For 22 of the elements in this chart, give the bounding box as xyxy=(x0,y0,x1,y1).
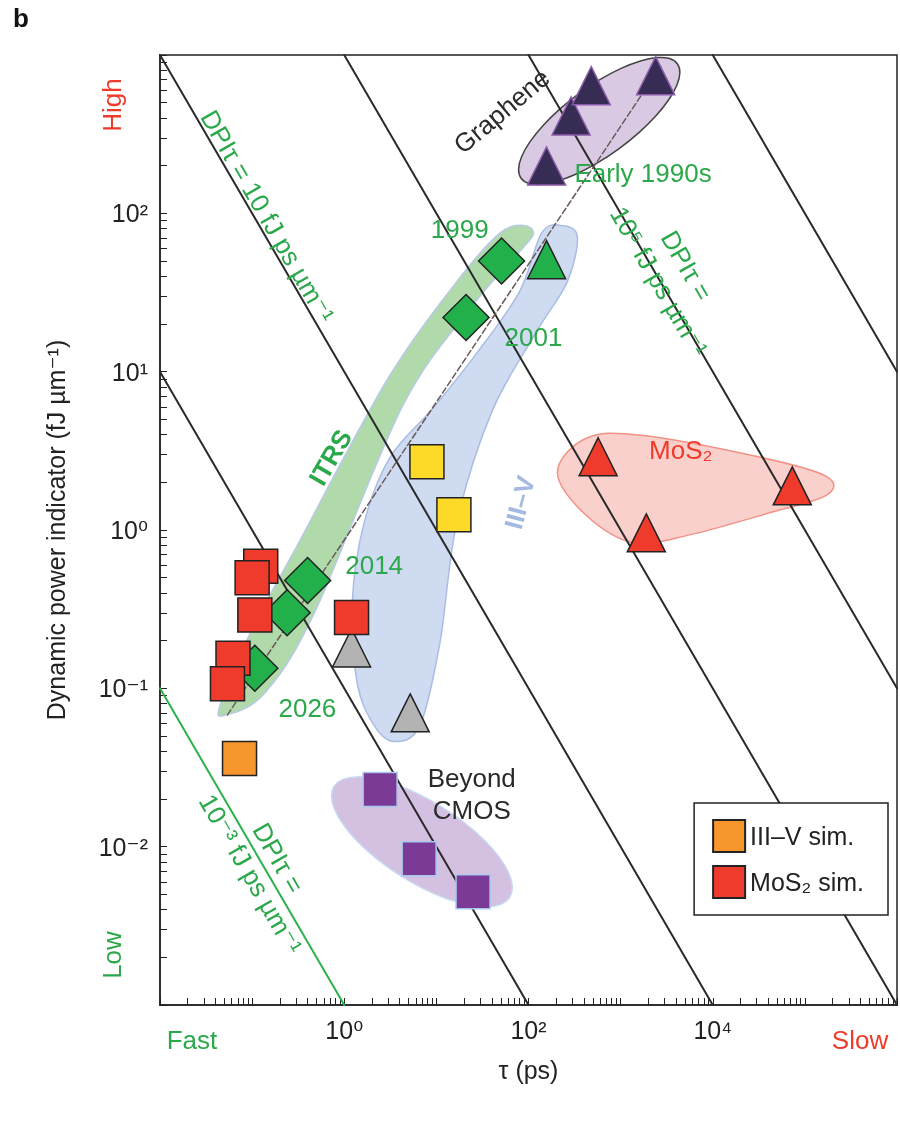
text: Fast xyxy=(166,1025,219,1055)
y-tick-label: 10⁻¹ xyxy=(98,674,148,703)
chart-title: b xyxy=(13,3,29,33)
text: Low xyxy=(97,930,127,979)
legend-label: MoS₂ sim. xyxy=(750,868,865,896)
x-tick-label: 10⁴ xyxy=(693,1015,733,1044)
annotation: 2014 xyxy=(345,549,404,580)
annotation: III–V xyxy=(498,472,542,533)
text: High xyxy=(97,78,127,132)
y-axis-title: Dynamic power indicator (fJ µm⁻¹) xyxy=(41,339,70,721)
legend-label: III–V sim. xyxy=(750,822,855,850)
annotation: MoS₂ xyxy=(649,435,713,466)
x-tick-label: 10⁰ xyxy=(325,1015,364,1044)
text: Slow xyxy=(831,1025,889,1055)
y-tick-label: 10⁰ xyxy=(110,516,148,544)
y-tick-label: 10¹ xyxy=(111,357,148,386)
annotation: 2026 xyxy=(278,693,337,724)
annotation: Beyond CMOS xyxy=(427,762,516,825)
y-tick-label: 10⁻² xyxy=(98,832,148,861)
x-axis-title: τ (ps) xyxy=(498,1055,559,1084)
x-tick-label: 10² xyxy=(510,1015,547,1044)
y-tick-label: 10² xyxy=(111,199,148,228)
